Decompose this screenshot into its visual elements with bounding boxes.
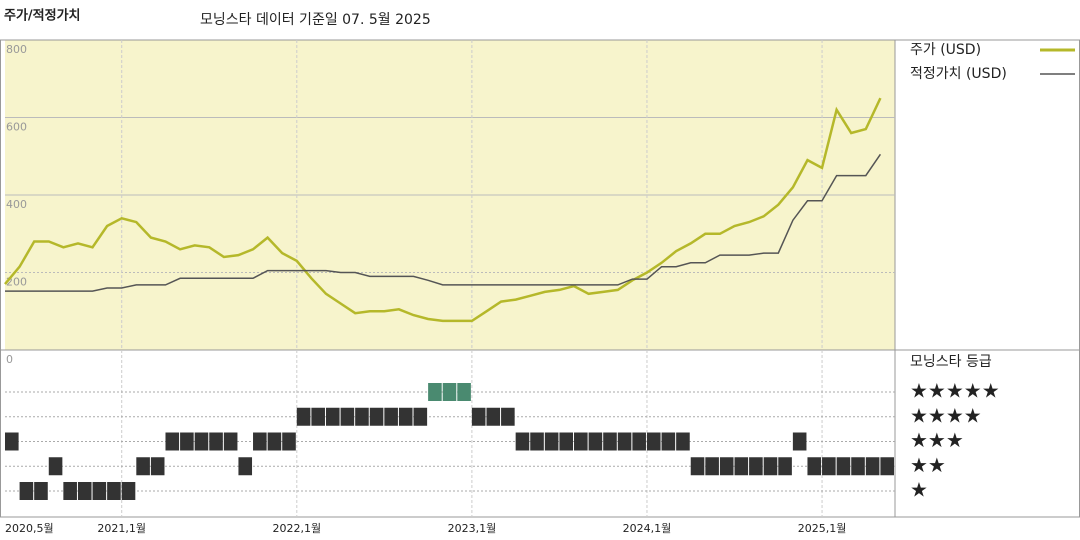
- rating-bar: [121, 482, 136, 500]
- rating-bar: [719, 457, 734, 476]
- x-tick-label: 2021,1월: [97, 522, 146, 535]
- rating-bar: [515, 432, 530, 451]
- rating-bar: [617, 432, 632, 451]
- y-tick-label: 800: [6, 43, 27, 56]
- rating-bar: [763, 457, 778, 476]
- rating-bar: [749, 457, 763, 476]
- x-tick-label: 2023,1월: [448, 522, 497, 535]
- rating-bar: [92, 482, 107, 500]
- rating-bar: [355, 407, 369, 426]
- rating-bar: [734, 457, 749, 476]
- rating-legend-title: 모닝스타 등급: [910, 354, 992, 370]
- rating-bar: [369, 407, 384, 426]
- rating-bar: [150, 457, 165, 476]
- rating-legend: ★★★: [910, 428, 964, 452]
- legend-label: 적정가치 (USD): [910, 66, 1007, 82]
- rating-legend: ★: [910, 478, 928, 502]
- rating-bar: [325, 407, 340, 426]
- x-tick-label: 2025,1월: [798, 522, 847, 535]
- rating-legend: ★★★★★: [910, 379, 1000, 403]
- rating-bar: [486, 407, 501, 426]
- rating-bar: [107, 482, 121, 500]
- rating-bar: [501, 407, 515, 426]
- rating-bar: [428, 383, 442, 401]
- rating-bar: [311, 407, 325, 426]
- rating-bar: [559, 432, 574, 451]
- rating-bar: [34, 482, 48, 500]
- rating-bar: [238, 457, 253, 476]
- chart-subtitle: 모닝스타 데이터 기준일 07. 5월 2025: [200, 12, 431, 28]
- rating-bar: [209, 432, 223, 451]
- rating-bar: [223, 432, 238, 451]
- x-tick-label: 2024,1월: [623, 522, 672, 535]
- rating-legend: ★★: [910, 453, 946, 477]
- rating-bar: [63, 482, 77, 500]
- rating-bar: [413, 407, 428, 426]
- series-line: [4, 97, 882, 323]
- rating-legend: ★★★★: [910, 403, 982, 427]
- y-tick-label: 200: [6, 276, 27, 289]
- rating-bar: [822, 457, 836, 476]
- rating-bar: [705, 457, 719, 476]
- x-tick-label: 2020,5월: [5, 522, 54, 535]
- rating-bar: [603, 432, 617, 451]
- y-tick-label: 600: [6, 121, 27, 134]
- rating-bar: [253, 432, 267, 451]
- y-tick-label: 0: [6, 353, 13, 366]
- rating-bar: [646, 432, 661, 451]
- rating-bar: [880, 457, 894, 476]
- rating-bar: [632, 432, 646, 451]
- rating-bar: [77, 482, 92, 500]
- rating-bar: [5, 432, 19, 451]
- legend-label: 주가 (USD): [910, 42, 981, 58]
- rating-bar: [296, 407, 311, 426]
- rating-bar: [544, 432, 559, 451]
- rating-bar: [792, 432, 807, 451]
- rating-bar: [530, 432, 544, 451]
- rating-bar: [165, 432, 180, 451]
- rating-bar: [471, 407, 486, 426]
- rating-bar: [267, 432, 282, 451]
- y-tick-label: 400: [6, 198, 27, 211]
- rating-bar: [180, 432, 194, 451]
- rating-bar: [282, 432, 296, 451]
- rating-bar: [136, 457, 150, 476]
- rating-bar: [574, 432, 588, 451]
- rating-bar: [661, 432, 676, 451]
- rating-bar: [836, 457, 851, 476]
- rating-bar: [442, 383, 457, 401]
- chart-title: 주가/적정가치: [4, 8, 81, 24]
- rating-bar: [398, 407, 413, 426]
- rating-bar: [340, 407, 355, 426]
- x-tick-label: 2022,1월: [272, 522, 321, 535]
- rating-bar: [851, 457, 865, 476]
- rating-bar: [778, 457, 792, 476]
- series-line: [5, 153, 882, 292]
- rating-bar: [690, 457, 705, 476]
- rating-bar: [676, 432, 690, 451]
- rating-bar: [19, 482, 34, 500]
- rating-bar: [807, 457, 822, 476]
- rating-bar: [194, 432, 209, 451]
- rating-bar: [457, 383, 471, 401]
- rating-bar: [588, 432, 603, 451]
- rating-bar: [384, 407, 398, 426]
- rating-bar: [48, 457, 63, 476]
- rating-bar: [865, 457, 880, 476]
